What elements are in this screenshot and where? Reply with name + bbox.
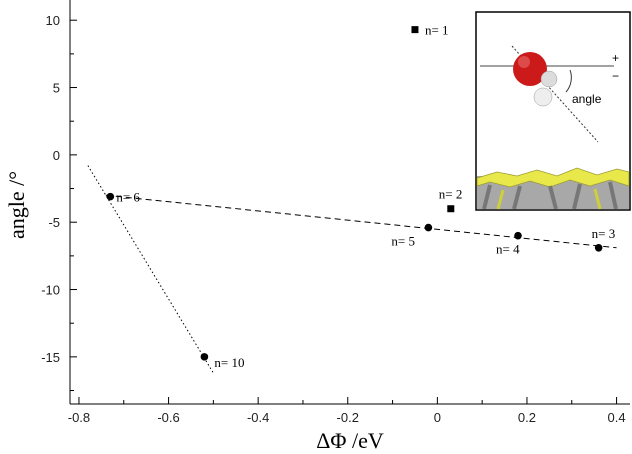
y-tick-label: -5 (48, 215, 60, 230)
x-tick-label: 0.2 (518, 410, 536, 425)
y-axis-title: angle /° (4, 171, 29, 239)
x-tick-label: -0.2 (337, 410, 359, 425)
x-tick-label: 0 (434, 410, 441, 425)
point-label: n= 5 (391, 234, 415, 249)
surface-rod (482, 184, 492, 210)
x-axis-title: ΔΦ /eV (316, 428, 384, 453)
data-point-square (411, 26, 419, 34)
x-tick-label: -0.4 (247, 410, 269, 425)
minus-sign: − (612, 69, 619, 83)
y-tick-label: 0 (53, 148, 60, 163)
point-label: n= 10 (214, 355, 244, 370)
x-tick-label: -0.8 (68, 410, 90, 425)
x-tick-label: 0.4 (608, 410, 626, 425)
point-label: n= 3 (592, 226, 616, 241)
y-ticks: 10 5 0 -5 -10 -15 (41, 13, 77, 392)
y-tick-label: 5 (53, 81, 60, 96)
point-label: n= 1 (425, 23, 449, 38)
fit-lines (87, 165, 617, 374)
data-point-circle (594, 243, 603, 252)
point-label: n= 2 (439, 187, 463, 202)
surface-rod (512, 185, 522, 210)
y-tick-label: -10 (41, 283, 60, 298)
y-tick-label: 10 (46, 13, 60, 28)
point-label: n= 6 (116, 190, 140, 205)
axes (69, 0, 630, 405)
data-point-circle (514, 231, 522, 240)
surface-rod (608, 181, 618, 210)
metal-surface (476, 167, 630, 210)
data-point-circle (424, 223, 433, 232)
surface-rod-yellow (496, 189, 505, 210)
y-tick-label: -15 (41, 350, 60, 365)
data-point-circle (200, 353, 209, 361)
angle-label: angle (572, 92, 602, 106)
plus-sign: + (612, 51, 619, 65)
surface-rod (548, 185, 558, 210)
data-points (106, 26, 603, 361)
hydrogen-atom (533, 87, 553, 107)
hydrogen-atom-back (540, 70, 558, 88)
oxygen-highlight (518, 56, 530, 68)
dotted-fit-line (87, 165, 214, 374)
surface-rod (572, 183, 582, 210)
surface-top-layer (476, 167, 630, 188)
data-point-square (447, 205, 455, 213)
inset-illustration: angle + − (475, 11, 631, 211)
dashed-fit-line (105, 194, 617, 249)
point-labels: n= 1 n= 2 n= 3 n= 4 n= 5 n= 6 n= 10 (116, 23, 615, 370)
x-ticks: -0.8 -0.6 -0.4 -0.2 0 0.2 0.4 (68, 397, 626, 425)
angle-arc (565, 69, 572, 93)
point-label: n= 4 (496, 242, 520, 257)
surface-rod-yellow (593, 188, 602, 210)
x-tick-label: -0.6 (157, 410, 179, 425)
data-point-circle (106, 192, 115, 201)
